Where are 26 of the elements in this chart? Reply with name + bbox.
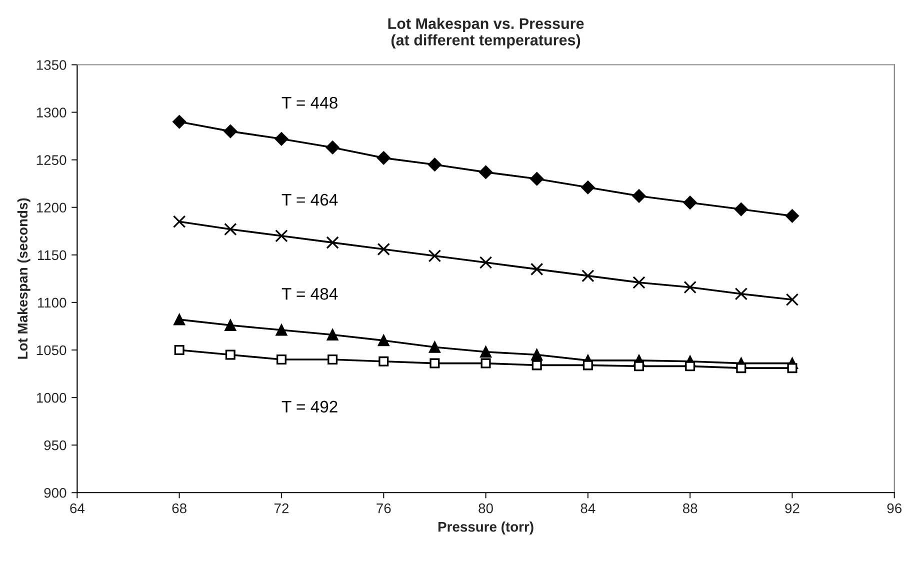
y-tick-label: 1150 [38,250,66,260]
y-tick-label: 1350 [36,60,66,70]
text: T = 492 [282,400,338,413]
y-tick-label: 1050 [36,345,66,356]
x-tick-label: 92 [785,503,800,514]
y-tick-label: 1300 [36,108,66,118]
y-tick-label: 950 [44,440,66,450]
x-tick-label: 84 [580,503,596,514]
x-tick-label: 64 [70,503,84,514]
y-tick-label: 900 [44,488,66,498]
y-tick-label: 1100 [38,298,66,308]
x-tick-label: 80 [478,503,493,514]
chart-title: Lot Makespan vs. Pressure (at different temperatures) [388,18,584,48]
x-tick-label: 96 [887,503,902,514]
y-tick-label: 1250 [36,155,66,165]
x-tick-label: 68 [172,503,186,514]
series-label: T = 484 [282,288,338,300]
x-axis-title: Pressure (torr) [438,522,534,534]
x-tick-label: 88 [682,503,698,514]
x-tick-label: 72 [274,503,289,514]
series-label: T = 448 [282,96,338,109]
series-label: T = 464 [282,194,338,206]
x-tick-label: 76 [376,503,391,514]
y-tick-label: 1000 [36,392,66,403]
y-tick-label: 1200 [36,202,66,213]
y-axis-title: Lot Makespan (seconds) [17,198,30,359]
